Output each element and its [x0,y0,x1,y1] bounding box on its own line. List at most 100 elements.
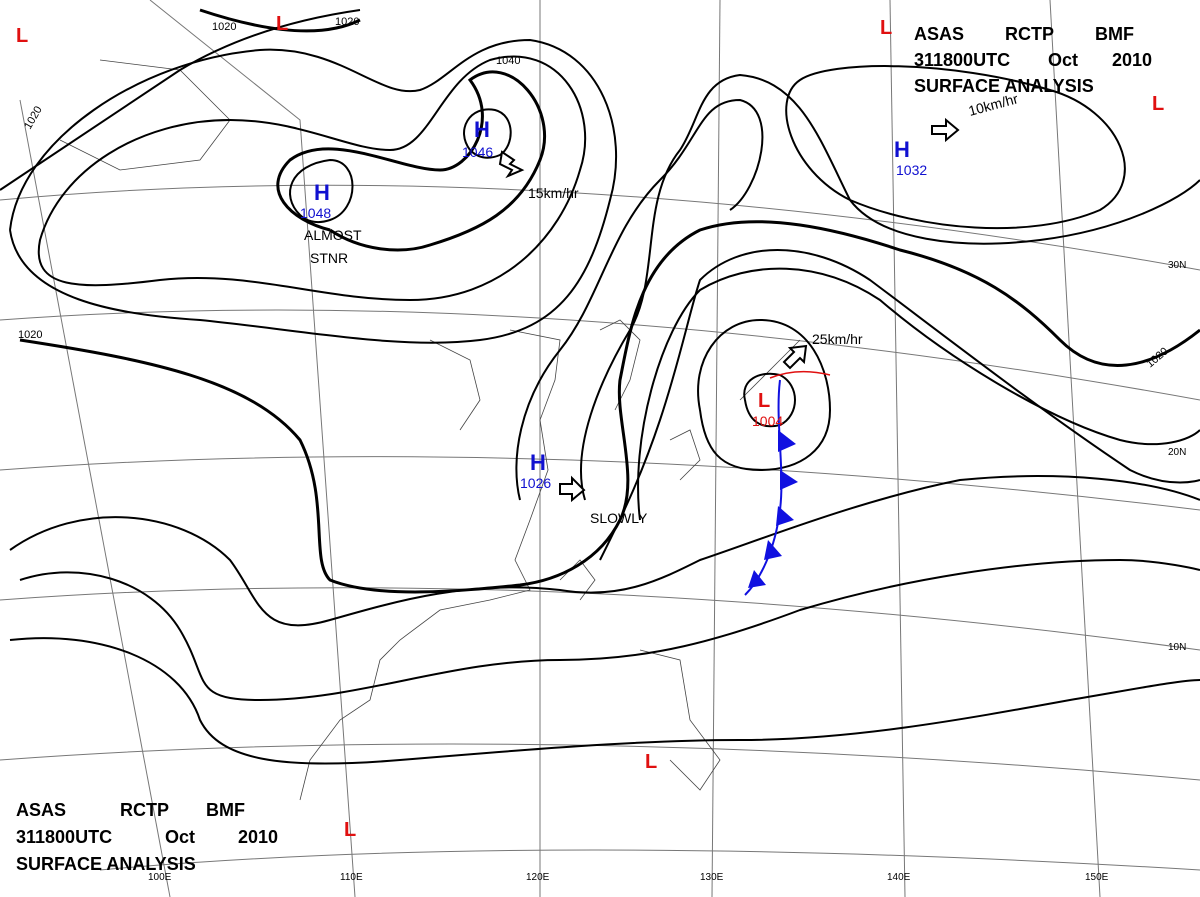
parallel-line [0,456,1200,511]
title-block-bottom: ASAS RCTP BMF 311800UTC Oct 2010 SURFACE… [16,800,278,874]
title-word: Oct [1048,50,1078,70]
isobar [37,55,587,302]
meridian-line [149,0,356,897]
low-marker: L [645,751,657,773]
title-word: ASAS [914,24,964,44]
longitude-label: 110E [340,872,363,883]
high-letter: H [314,180,330,205]
isobar-1020 [199,8,361,33]
title-word: BMF [1095,24,1134,44]
arrow-icon [498,150,525,179]
isobar-label: 1020 [212,21,236,33]
isobar-1020 [0,9,361,191]
latitude-label: 10N [1168,642,1186,653]
parallel-line [0,743,1200,781]
high-letter: H [474,117,490,142]
isobar [9,38,618,344]
isobar-1032-ring [785,65,1126,230]
isobar-label: 1040 [496,55,520,67]
isobar [9,637,1200,765]
motion-note: 25km/hr [812,331,863,347]
title-word: 2010 [238,827,278,847]
parallel-line [0,184,1200,271]
front-triangle [776,506,794,526]
title-word: BMF [206,800,245,820]
isobar-label: 1020 [22,104,45,131]
title-word: RCTP [1005,24,1054,44]
high-value: 1048 [300,205,331,221]
isobars [0,8,1200,765]
meridian-line [711,0,721,897]
meridian-line [19,99,171,897]
motion-note: ALMOST [304,227,362,243]
motion-note: SLOWLY [590,510,648,526]
parallel-line [99,849,1200,871]
high-letter: H [530,450,546,475]
title-word: 311800UTC [914,50,1010,70]
arrow-icon [782,344,808,370]
coastline [599,319,641,411]
isobar [289,158,354,224]
longitude-label: 150E [1085,872,1109,883]
front-triangle [780,470,798,490]
arrow-icon [931,117,960,143]
low-markers: L L L L L L [16,13,1164,841]
title-word: Oct [165,827,195,847]
latitude-label: 20N [1168,447,1186,458]
isobar [580,73,1200,501]
isobar-label: 1020 [18,329,42,341]
coastline [299,329,561,801]
title-word: 311800UTC [16,827,112,847]
meridian-line [889,0,906,897]
front-triangle [778,430,796,452]
arrow-icon [559,475,586,503]
high-letter: H [894,137,910,162]
motion-note: 15km/hr [528,185,579,201]
low-marker: L [344,819,356,841]
isobar [637,267,1200,521]
isobar [697,318,832,472]
parallel-line [0,587,1200,651]
latitude-label: 30N [1168,260,1186,271]
isobar-1020-main [19,220,1200,594]
low-value: 1004 [752,413,783,429]
graticule-labels: 100E 110E 120E 130E 140E 150E 30N 20N 10… [148,260,1186,883]
title-line: SURFACE ANALYSIS [16,854,196,874]
parallel-line [0,309,1200,401]
low-marker: L [1152,93,1164,115]
warm-front-line [769,370,831,379]
isobar [19,558,1200,702]
coastlines [59,59,801,801]
title-word: RCTP [120,800,169,820]
coastline [59,59,231,171]
coastline [739,339,801,401]
high-value: 1032 [896,162,927,178]
high-value: 1026 [520,475,551,491]
isobar-label: 1020 [1144,345,1170,370]
longitude-label: 130E [700,872,724,883]
title-word: 2010 [1112,50,1152,70]
high-value: 1046 [462,144,493,160]
coastline [429,339,481,431]
low-letter: L [758,390,770,412]
meridian-line [1049,0,1101,897]
title-word: ASAS [16,800,66,820]
low-marker: L [880,17,892,39]
title-block-top: ASAS RCTP BMF 311800UTC Oct 2010 SURFACE… [914,24,1152,96]
title-line: SURFACE ANALYSIS [914,76,1094,96]
cold-front [744,370,831,596]
coastline [669,429,701,481]
isobar-1040 [276,70,547,252]
low-marker: L [276,13,288,35]
isobar [599,249,1200,561]
front-triangle [764,540,782,560]
isobar [515,98,764,501]
motion-note: STNR [310,250,348,266]
isobar [463,108,512,159]
longitude-label: 140E [887,872,911,883]
motion-arrows [498,117,960,503]
front-triangle [748,570,766,588]
